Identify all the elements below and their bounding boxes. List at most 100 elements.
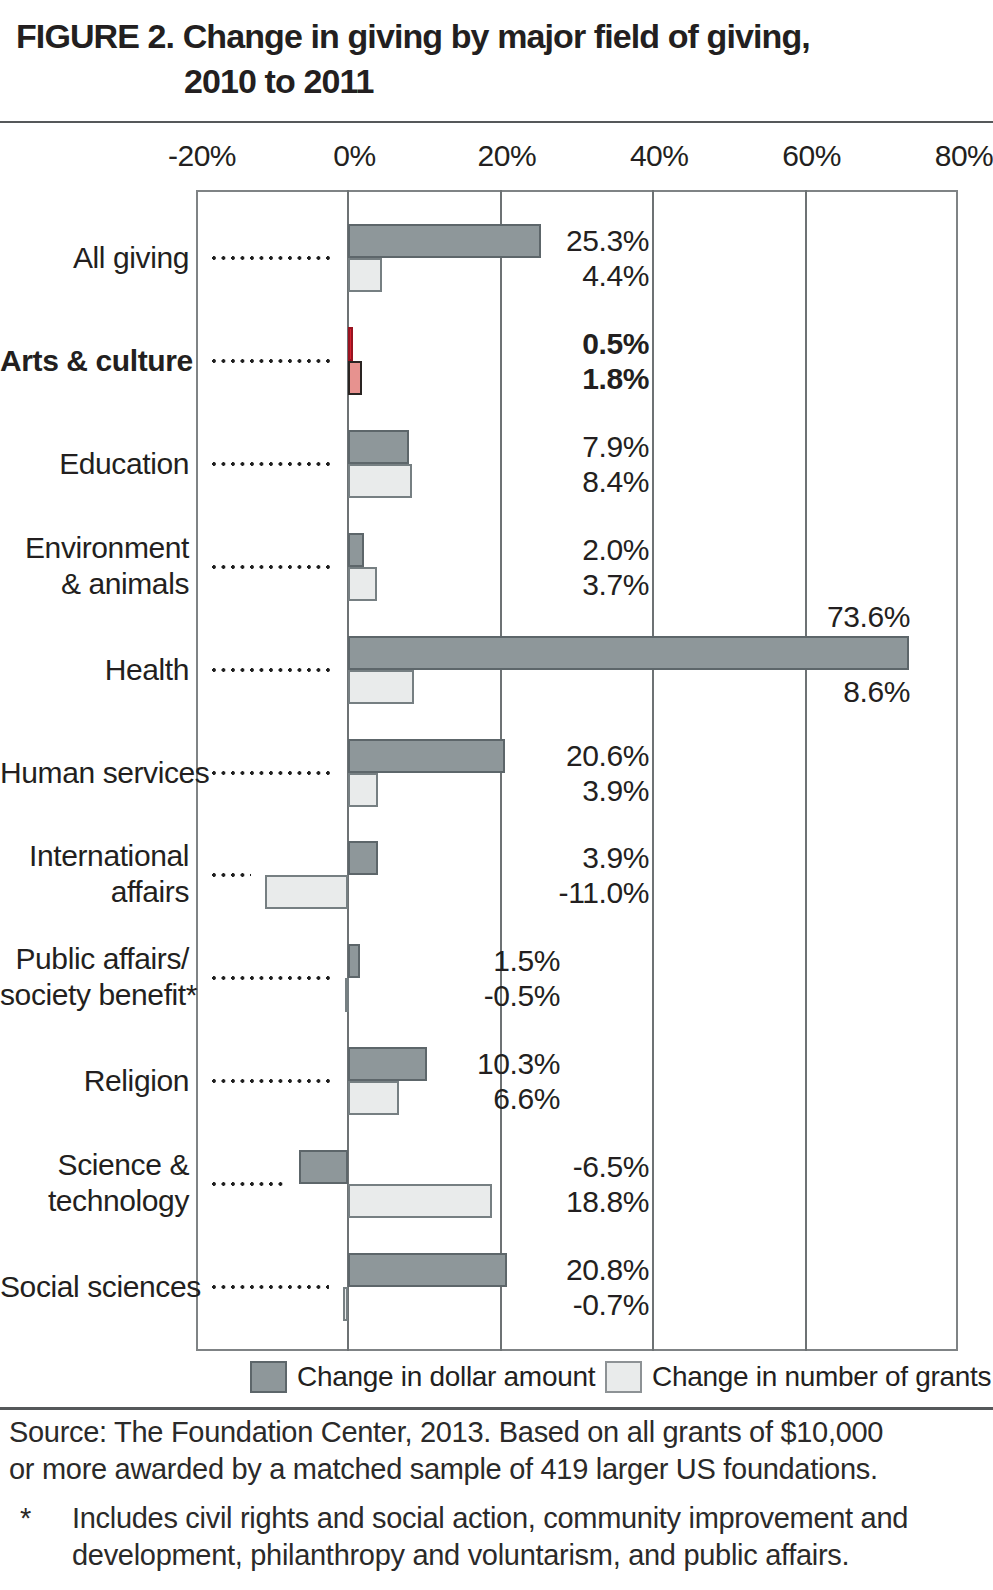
figure-title-line1: FIGURE 2. Change in giving by major fiel… (16, 17, 810, 56)
category-label-line: All giving (0, 240, 189, 276)
category-label-line: Human services (0, 755, 189, 791)
grants-value-label-religion: 6.6% (493, 1081, 560, 1116)
category-label-line: Public affairs/ (0, 941, 189, 977)
grants-value-label-health: 8.6% (843, 674, 910, 709)
leader-dots-health (212, 668, 334, 672)
gridline-60pct (805, 190, 807, 1351)
leader-dots-religion (212, 1079, 334, 1083)
category-label-line: technology (0, 1183, 189, 1219)
legend-swatch-dollar (250, 1361, 287, 1393)
category-label-science-technology: Science &technology (0, 1147, 189, 1219)
dollar-value-label-health: 73.6% (827, 599, 910, 634)
grants-value-label-social-sciences: -0.7% (573, 1287, 649, 1322)
axis-tick-label: 20% (478, 139, 537, 173)
grants-bar-public-affairs-society-benefit (345, 978, 350, 1012)
dollar-bar-social-sciences (348, 1253, 506, 1287)
grants-value-label-all-giving: 4.4% (582, 258, 649, 293)
grants-value-label-international-affairs: -11.0% (559, 875, 649, 910)
category-label-line: Health (0, 652, 189, 688)
category-label-line: Religion (0, 1063, 189, 1099)
grants-value-label-environment-animals: 3.7% (582, 567, 649, 602)
dollar-value-label-science-technology: -6.5% (573, 1149, 649, 1184)
dollar-bar-human-services (348, 739, 505, 773)
category-label-international-affairs: Internationalaffairs (0, 838, 189, 910)
grants-value-label-science-technology: 18.8% (566, 1184, 649, 1219)
dollar-value-label-international-affairs: 3.9% (582, 840, 649, 875)
leader-dots-science-technology (212, 1182, 285, 1186)
grants-value-label-arts-culture: 1.8% (582, 361, 649, 396)
leader-dots-all-giving (212, 256, 334, 260)
dollar-value-label-education: 7.9% (582, 429, 649, 464)
legend-swatch-grants (605, 1361, 642, 1393)
leader-dots-international-affairs (212, 873, 251, 877)
leader-dots-public-affairs-society-benefit (212, 976, 331, 980)
grants-bar-social-sciences (343, 1287, 348, 1321)
legend-label-grants: Change in number of grants (652, 1360, 991, 1394)
category-label-public-affairs-society-benefit: Public affairs/society benefit* (0, 941, 189, 1013)
category-label-line: Social sciences (0, 1269, 189, 1305)
grants-bar-arts-culture (348, 361, 362, 395)
category-label-line: society benefit* (0, 977, 189, 1013)
dollar-value-label-arts-culture: 0.5% (582, 326, 649, 361)
title-divider-rule (0, 121, 993, 123)
category-label-line: & animals (0, 566, 189, 602)
footer-divider-rule (0, 1407, 993, 1410)
dollar-bar-arts-culture (348, 327, 353, 361)
source-note: Source: The Foundation Center, 2013. Bas… (9, 1414, 914, 1488)
grants-bar-education (348, 464, 412, 498)
footnote-marker: * (20, 1500, 31, 1537)
category-label-line: International (0, 838, 189, 874)
category-label-line: Arts & culture (0, 343, 189, 379)
gridline-40pct (652, 190, 654, 1351)
leader-dots-environment-animals (212, 565, 334, 569)
dollar-bar-environment-animals (348, 533, 363, 567)
grants-bar-science-technology (348, 1184, 491, 1218)
figure-title-line2: 2010 to 2011 (184, 62, 374, 101)
legend-label-dollar: Change in dollar amount (297, 1360, 595, 1394)
leader-dots-social-sciences (212, 1285, 329, 1289)
category-label-environment-animals: Environment& animals (0, 530, 189, 602)
grants-bar-human-services (348, 773, 378, 807)
grants-value-label-public-affairs-society-benefit: -0.5% (484, 978, 560, 1013)
category-label-line: Environment (0, 530, 189, 566)
category-label-line: affairs (0, 874, 189, 910)
grants-bar-religion (348, 1081, 398, 1115)
category-label-health: Health (0, 652, 189, 688)
grants-bar-health (348, 670, 414, 704)
category-label-social-sciences: Social sciences (0, 1269, 189, 1305)
grants-bar-international-affairs (265, 875, 349, 909)
grants-bar-all-giving (348, 258, 382, 292)
dollar-bar-all-giving (348, 224, 541, 258)
dollar-bar-health (348, 636, 909, 670)
category-label-education: Education (0, 446, 189, 482)
dollar-value-label-environment-animals: 2.0% (582, 532, 649, 567)
axis-tick-label: 80% (935, 139, 993, 173)
dollar-value-label-social-sciences: 20.8% (566, 1252, 649, 1287)
dollar-bar-public-affairs-society-benefit (348, 944, 359, 978)
dollar-bar-religion (348, 1047, 426, 1081)
category-label-arts-culture: Arts & culture (0, 343, 189, 379)
axis-tick-label: 60% (782, 139, 841, 173)
dollar-value-label-religion: 10.3% (477, 1046, 560, 1081)
dollar-value-label-public-affairs-society-benefit: 1.5% (493, 943, 560, 978)
grants-value-label-education: 8.4% (582, 464, 649, 499)
category-label-all-giving: All giving (0, 240, 189, 276)
figure-2-change-in-giving-chart: FIGURE 2. Change in giving by major fiel… (0, 0, 993, 1590)
dollar-value-label-human-services: 20.6% (566, 738, 649, 773)
grants-value-label-human-services: 3.9% (582, 773, 649, 808)
axis-tick-label: 0% (333, 139, 375, 173)
category-label-human-services: Human services (0, 755, 189, 791)
leader-dots-education (212, 462, 334, 466)
axis-tick-label: -20% (168, 139, 236, 173)
category-label-religion: Religion (0, 1063, 189, 1099)
footnote-text: Includes civil rights and social action,… (72, 1500, 917, 1574)
dollar-bar-education (348, 430, 408, 464)
axis-tick-label: 40% (630, 139, 689, 173)
dollar-bar-science-technology (299, 1150, 349, 1184)
dollar-value-label-all-giving: 25.3% (566, 223, 649, 258)
leader-dots-arts-culture (212, 359, 334, 363)
category-label-line: Education (0, 446, 189, 482)
grants-bar-environment-animals (348, 567, 376, 601)
category-label-line: Science & (0, 1147, 189, 1183)
leader-dots-human-services (212, 771, 334, 775)
